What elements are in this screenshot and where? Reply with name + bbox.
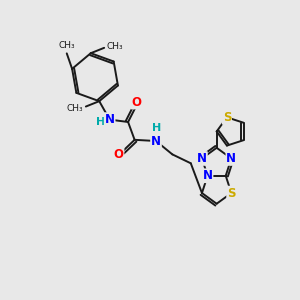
Text: S: S xyxy=(227,187,236,200)
Text: O: O xyxy=(131,96,141,109)
Text: S: S xyxy=(223,111,231,124)
Text: N: N xyxy=(202,169,213,182)
Text: CH₃: CH₃ xyxy=(58,41,75,50)
Text: N: N xyxy=(226,152,236,165)
Text: CH₃: CH₃ xyxy=(67,103,83,112)
Text: CH₃: CH₃ xyxy=(106,42,123,51)
Text: O: O xyxy=(114,148,124,160)
Text: N: N xyxy=(105,113,115,126)
Text: N: N xyxy=(197,152,207,165)
Text: N: N xyxy=(151,134,161,148)
Text: H: H xyxy=(152,123,161,133)
Text: H: H xyxy=(96,117,105,127)
